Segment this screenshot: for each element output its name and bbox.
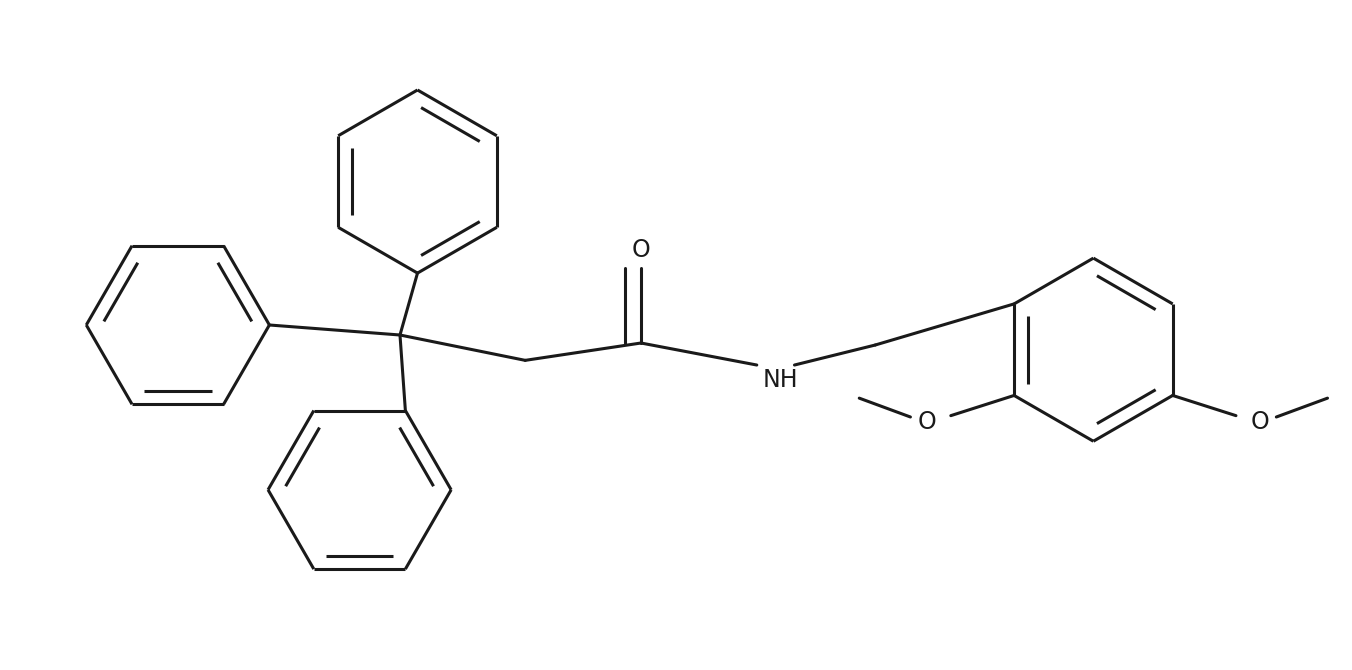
Text: NH: NH: [763, 368, 798, 392]
Text: O: O: [1251, 411, 1270, 434]
Text: O: O: [917, 411, 936, 434]
Text: O: O: [631, 238, 650, 261]
